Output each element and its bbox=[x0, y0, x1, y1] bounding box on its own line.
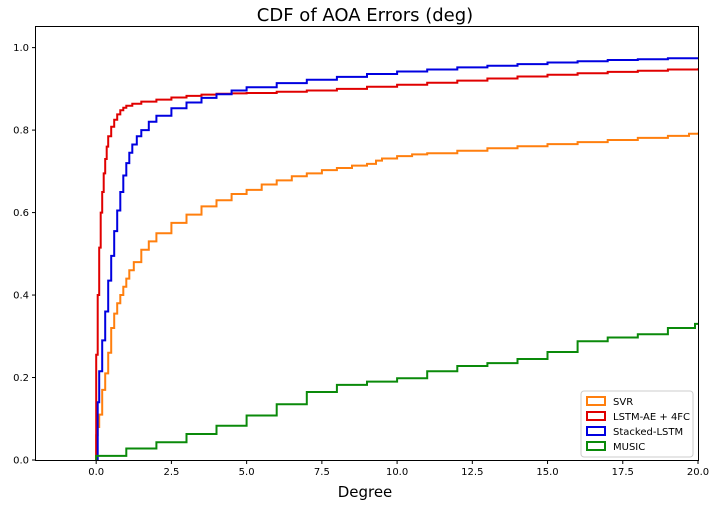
x-tick-label: 15.0 bbox=[536, 467, 558, 478]
legend-swatch-2 bbox=[586, 426, 606, 436]
legend-box bbox=[580, 390, 694, 458]
y-tick-label: 0.6 bbox=[13, 208, 29, 219]
legend-swatch-1 bbox=[586, 411, 606, 421]
legend-label-1: LSTM-AE + 4FC bbox=[613, 412, 690, 423]
legend: SVR LSTM-AE + 4FC Stacked-LSTM MUSIC bbox=[580, 390, 694, 458]
legend-swatch-3 bbox=[586, 441, 606, 451]
legend-label-2: Stacked-LSTM bbox=[613, 427, 683, 438]
y-tick-label: 0.8 bbox=[13, 126, 29, 137]
x-tick-label: 2.5 bbox=[163, 467, 179, 478]
y-tick-label: 0.0 bbox=[13, 456, 29, 467]
y-tick-label: 0.4 bbox=[13, 291, 29, 302]
x-tick-label: 7.5 bbox=[314, 467, 330, 478]
x-tick-label: 5.0 bbox=[239, 467, 255, 478]
legend-label-0: SVR bbox=[613, 397, 633, 408]
y-tick-label: 0.2 bbox=[13, 373, 29, 384]
x-tick-label: 0.0 bbox=[88, 467, 104, 478]
x-tick-label: 20.0 bbox=[687, 467, 709, 478]
series-line-0 bbox=[95, 132, 699, 460]
y-tick-label: 1.0 bbox=[13, 43, 29, 54]
series-line-1 bbox=[95, 68, 699, 460]
x-axis-label: Degree bbox=[338, 483, 393, 501]
chart-title: CDF of AOA Errors (deg) bbox=[257, 5, 473, 26]
x-tick-label: 17.5 bbox=[612, 467, 634, 478]
series-line-3 bbox=[95, 322, 698, 460]
x-tick-label: 12.5 bbox=[461, 467, 483, 478]
series-line-2 bbox=[96, 57, 699, 461]
x-tick-label: 10.0 bbox=[386, 467, 408, 478]
plot-frame bbox=[35, 26, 699, 461]
series-layer bbox=[95, 57, 699, 461]
ticks-layer: 0.0 2.5 5.0 7.5 10.0 12.5 15.0 17.5 20.0 0.0 0.2 0.… bbox=[13, 43, 709, 478]
legend-label-3: MUSIC bbox=[613, 442, 645, 453]
legend-swatch-0 bbox=[586, 396, 606, 406]
